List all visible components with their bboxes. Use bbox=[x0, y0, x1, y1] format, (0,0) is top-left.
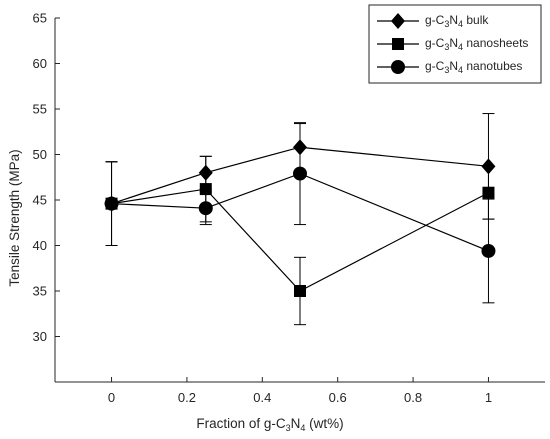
y-tick-label: 55 bbox=[33, 102, 47, 117]
y-tick-label: 50 bbox=[33, 147, 47, 162]
x-tick-label: 0.2 bbox=[178, 390, 196, 405]
series-circle bbox=[104, 122, 496, 304]
series-line bbox=[111, 172, 489, 252]
x-tick-label: 0.8 bbox=[404, 390, 422, 405]
x-tick-label: 1 bbox=[485, 390, 492, 405]
y-tick-label: 30 bbox=[33, 329, 47, 344]
data-point bbox=[293, 166, 307, 181]
legend: g-C3N4 bulk g-C3N4 nanosheets g-C3N4 nanot… bbox=[368, 4, 542, 84]
legend-item: g-C3N4 nanotubes bbox=[377, 59, 522, 75]
axes: 0 0.2 0.4 0.6 0.8 1 30 35 40 45 50 55 60 65 Fraction o… bbox=[7, 11, 545, 433]
y-tick-label: 60 bbox=[33, 56, 47, 71]
y-tick-label: 45 bbox=[33, 193, 47, 208]
y-axis-label: Tensile Strength (MPa) bbox=[7, 149, 22, 286]
legend-label: g-C3N4 nanotubes bbox=[425, 59, 522, 75]
legend-label: g-C3N4 bulk bbox=[425, 13, 489, 29]
series-line bbox=[111, 188, 489, 292]
data-point bbox=[482, 186, 495, 199]
legend-marker bbox=[391, 60, 405, 74]
data-point bbox=[104, 196, 119, 211]
data-point bbox=[481, 243, 496, 258]
y-tick-label: 65 bbox=[33, 11, 47, 26]
x-tick-label: 0 bbox=[108, 390, 115, 405]
y-tick-label: 35 bbox=[33, 284, 47, 299]
legend-marker bbox=[392, 38, 404, 50]
legend-item: g-C3N4 bulk bbox=[377, 13, 489, 29]
x-tick-label: 0.6 bbox=[329, 390, 347, 405]
x-axis-label: Fraction of g-C3N4 (wt%) bbox=[196, 416, 343, 433]
data-point bbox=[198, 201, 213, 216]
legend-item: g-C3N4 nanosheets bbox=[377, 36, 528, 52]
series-layer bbox=[104, 113, 496, 326]
legend-label: g-C3N4 nanosheets bbox=[425, 36, 528, 52]
legend-marker bbox=[391, 13, 405, 29]
y-tick-label: 40 bbox=[33, 238, 47, 253]
series-line bbox=[111, 146, 489, 205]
data-point bbox=[294, 285, 306, 297]
x-tick-label: 0.4 bbox=[253, 390, 271, 405]
